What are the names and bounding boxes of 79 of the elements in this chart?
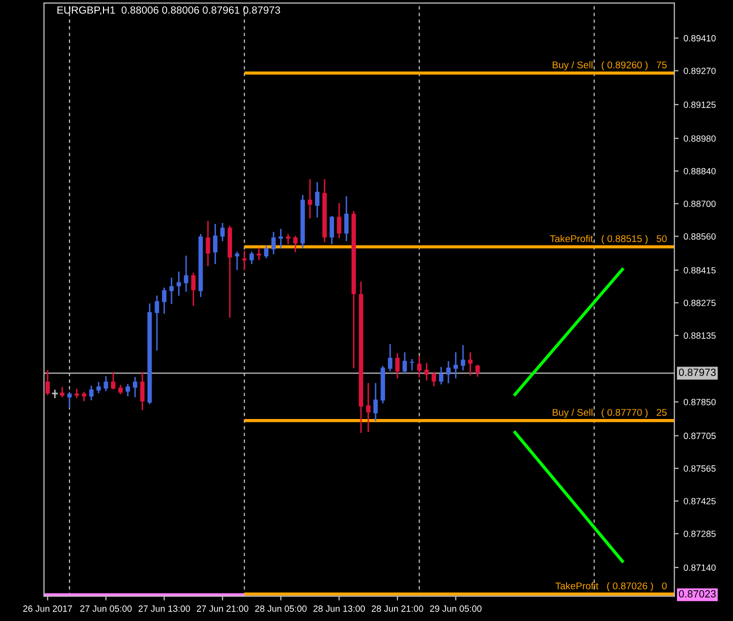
candlestick (176, 272, 181, 296)
candlestick (242, 250, 247, 270)
candlestick (454, 352, 458, 378)
candlestick (111, 372, 116, 390)
y-tick-label: 0.89125 (684, 102, 716, 108)
candlestick (366, 383, 370, 432)
candlestick (278, 228, 284, 248)
x-tick-label: 27 Jun 21:00 (196, 605, 248, 612)
y-tick-label: 0.88135 (684, 332, 716, 339)
candlestick (315, 182, 320, 218)
chart-title: EURGBP,H1 0.88006 0.88006 0.87961 0.87973 (57, 6, 280, 15)
candlestick (446, 361, 451, 384)
x-tick-label: 29 Jun 05:00 (430, 605, 482, 612)
candlestick (424, 362, 429, 380)
y-tick-label: 0.89410 (684, 35, 716, 42)
y-tick-label: 0.88560 (684, 233, 716, 240)
y-tick-label: 0.87850 (684, 398, 716, 406)
candlestick (438, 366, 444, 384)
x-tick-label: 28 Jun 13:00 (313, 605, 365, 612)
candlestick (271, 232, 276, 254)
y-tick-label: 0.88980 (684, 135, 716, 142)
y-tick-label: 0.88415 (684, 267, 716, 274)
candlestick (460, 345, 466, 370)
candlestick (191, 272, 196, 306)
candlestick (45, 370, 50, 396)
candlestick (330, 216, 334, 244)
x-tick-label: 27 Jun 13:00 (138, 605, 190, 612)
candlestick (206, 220, 210, 266)
candlestick (249, 252, 254, 264)
candlestick (286, 234, 290, 244)
y-tick-label: 0.88700 (684, 200, 716, 208)
y-tick-label: 0.88275 (684, 300, 716, 306)
candlestick (162, 288, 166, 314)
candlestick (373, 383, 378, 422)
annotation: TakeProfit ( 0.88515 ) 50 (550, 234, 667, 244)
x-tick-label: 27 Jun 05:00 (80, 605, 132, 612)
candlestick (344, 196, 349, 242)
candlestick (308, 179, 312, 218)
candlestick (395, 353, 400, 378)
annotation: Buy / Sell ( 0.87770 ) 25 (552, 408, 667, 418)
candlestick (432, 372, 436, 386)
candlestick (402, 352, 407, 374)
candlestick (52, 390, 58, 398)
y-tick-label: 0.89270 (684, 68, 716, 74)
candlestick (74, 388, 79, 398)
candlestick (89, 386, 94, 400)
candlestick (256, 248, 262, 260)
x-tick-label: 28 Jun 05:00 (255, 605, 307, 612)
candlestick (234, 252, 240, 270)
y-tick-label: 0.87565 (684, 465, 716, 472)
y-tick-label: 0.87705 (684, 432, 716, 440)
x-tick-label: 26 Jun 2017 (23, 605, 72, 612)
candlestick (126, 384, 130, 396)
x-tick-label: 28 Jun 21:00 (372, 605, 424, 612)
candlestick (67, 392, 72, 408)
candlestick (184, 256, 188, 292)
candlestick (154, 296, 160, 351)
candlestick (388, 344, 392, 372)
ref-line-label: 0.87973 (678, 368, 716, 376)
candlestick (96, 382, 101, 394)
candlestick (132, 376, 138, 398)
annotation: Buy / Sell ( 0.89260 ) 75 (552, 61, 667, 70)
candlestick (417, 356, 422, 378)
candlestick (336, 202, 342, 238)
candlestick (264, 246, 268, 258)
candlestick (468, 352, 472, 376)
candlestick (220, 223, 225, 242)
candlestick (104, 376, 108, 392)
annotation: 0.87023 (678, 590, 716, 598)
y-tick-label: 0.87140 (684, 564, 716, 571)
candlestick (169, 278, 174, 304)
candlestick (213, 224, 218, 264)
candlestick (293, 236, 298, 252)
y-tick-label: 0.87285 (684, 530, 716, 538)
candlestick (140, 372, 145, 410)
y-tick-label: 0.87425 (684, 498, 716, 504)
annotation: TakeProfit ( 0.87026 ) 0 (555, 582, 667, 592)
candlestick (475, 364, 480, 377)
y-tick-label: 0.88840 (684, 168, 716, 174)
